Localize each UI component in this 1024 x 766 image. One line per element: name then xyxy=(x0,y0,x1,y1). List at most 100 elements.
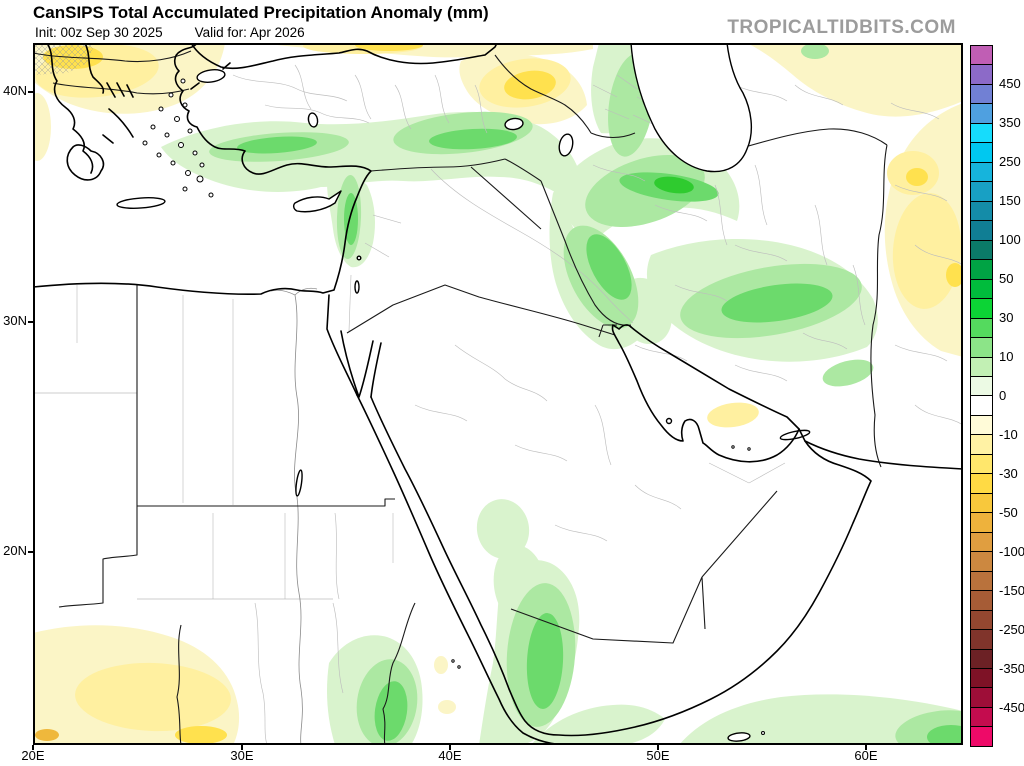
colorbar-tick-label: 50 xyxy=(999,271,1014,286)
country-borders xyxy=(33,50,888,745)
colorbar-tick-label: 0 xyxy=(999,388,1007,403)
colorbar-cell xyxy=(971,493,992,514)
colorbar-tick-label: 10 xyxy=(999,349,1014,364)
colorbar-cell xyxy=(971,376,992,397)
latitude-label: 20N xyxy=(3,543,27,558)
colorbar-cell xyxy=(971,143,992,163)
colorbar-cell xyxy=(971,279,992,300)
colorbar-cell xyxy=(971,104,992,124)
latitude-tick xyxy=(28,551,33,553)
colorbar-cell xyxy=(971,649,992,669)
colorbar-cell xyxy=(971,669,992,689)
anomaly-wet-bright xyxy=(654,176,694,194)
admin-boundaries xyxy=(33,64,963,745)
colorbar-cell xyxy=(971,221,992,241)
anomaly-wet-light xyxy=(209,43,963,745)
longitude-label: 20E xyxy=(21,748,45,763)
colorbar-tick-label: -50 xyxy=(999,505,1018,520)
colorbar-tick-label: 100 xyxy=(999,232,1021,247)
lake-van xyxy=(504,117,524,131)
cyprus-island xyxy=(292,190,342,213)
valid-time-label: Valid for: Apr 2026 xyxy=(194,25,305,40)
crete-island xyxy=(116,197,166,209)
colorbar-tick-label: -350 xyxy=(999,661,1024,676)
colorbar-tick-label: -150 xyxy=(999,583,1024,598)
colorbar-tick-label: 450 xyxy=(999,76,1021,91)
latitude-label: 30N xyxy=(3,313,27,328)
colorbar-cell xyxy=(971,571,992,592)
anomaly-wet-medium xyxy=(237,128,963,745)
longitude-label: 50E xyxy=(646,748,670,763)
colorbar-cell xyxy=(971,201,992,222)
socotra-island xyxy=(727,732,751,742)
colorbar-cell xyxy=(971,396,992,416)
longitude-tick xyxy=(32,745,34,750)
colorbar-cell xyxy=(971,65,992,85)
map-frame xyxy=(33,43,963,745)
bahrain-island xyxy=(665,417,673,425)
colorbar-cell xyxy=(971,454,992,475)
seas-and-islands xyxy=(116,43,811,742)
colorbar-cell xyxy=(971,357,992,377)
colorbar-cell xyxy=(971,84,992,105)
colorbar-cell xyxy=(971,299,992,319)
qeshm-island xyxy=(779,429,811,441)
dead-sea xyxy=(354,280,360,294)
longitude-label: 40E xyxy=(438,748,462,763)
init-time-label: Init: 00z Sep 30 2025 xyxy=(35,25,163,40)
sea-of-galilee xyxy=(356,255,362,261)
colorbar-tick-label: 350 xyxy=(999,115,1021,130)
longitude-tick xyxy=(449,745,451,750)
colorbar-tick-label: -100 xyxy=(999,544,1024,559)
colorbar-cell xyxy=(971,318,992,339)
sea-of-marmara xyxy=(196,69,226,83)
colorbar-cell xyxy=(971,46,992,66)
aegean-islands xyxy=(142,78,765,735)
colorbar-tick-label: 150 xyxy=(999,193,1021,208)
colorbar-cell xyxy=(971,240,992,261)
colorbar-cell xyxy=(971,552,992,572)
colorbar-tick-label: -30 xyxy=(999,466,1018,481)
colorbar-cell xyxy=(971,123,992,144)
colorbar-cell xyxy=(971,415,992,436)
colorbar-cell xyxy=(971,260,992,280)
anomaly-dry-gold xyxy=(35,729,59,741)
colorbar-cell xyxy=(971,591,992,611)
nile-river xyxy=(270,287,318,745)
colorbar-cell xyxy=(971,474,992,494)
coastlines xyxy=(33,43,963,745)
lake-tuz xyxy=(307,112,319,128)
latitude-tick xyxy=(28,321,33,323)
colorbar-cell xyxy=(971,688,992,708)
colorbar-tick-label: -10 xyxy=(999,427,1018,442)
colorbar-cell xyxy=(971,707,992,728)
latitude-tick xyxy=(28,91,33,93)
longitude-tick xyxy=(657,745,659,750)
colorbar-tick-label: -450 xyxy=(999,700,1024,715)
latitude-label: 40N xyxy=(3,83,27,98)
longitude-label: 60E xyxy=(854,748,878,763)
colorbar-cell xyxy=(971,162,992,183)
colorbar-cell xyxy=(971,513,992,533)
caspian-sea xyxy=(630,43,753,173)
longitude-tick xyxy=(865,745,867,750)
lake-urmia xyxy=(558,133,574,157)
longitude-tick xyxy=(241,745,243,750)
lake-nasser xyxy=(295,469,303,497)
colorbar-cell xyxy=(971,610,992,631)
colorbar-tick-label: 30 xyxy=(999,310,1014,325)
longitude-label: 30E xyxy=(230,748,254,763)
site-watermark: TROPICALTIDBITS.COM xyxy=(727,17,956,38)
run-info: Init: 00z Sep 30 2025 Valid for: Apr 2026 xyxy=(35,25,305,40)
colorbar-cell xyxy=(971,630,992,650)
colorbar-cell xyxy=(971,182,992,202)
page-title: CanSIPS Total Accumulated Precipitation … xyxy=(33,3,489,22)
colorbar-cell xyxy=(971,435,992,455)
hatched-region xyxy=(33,43,95,75)
colorbar xyxy=(970,45,993,747)
colorbar-cell xyxy=(971,727,992,746)
map-canvas xyxy=(33,43,963,745)
colorbar-cell xyxy=(971,338,992,358)
colorbar-tick-label: -250 xyxy=(999,622,1024,637)
